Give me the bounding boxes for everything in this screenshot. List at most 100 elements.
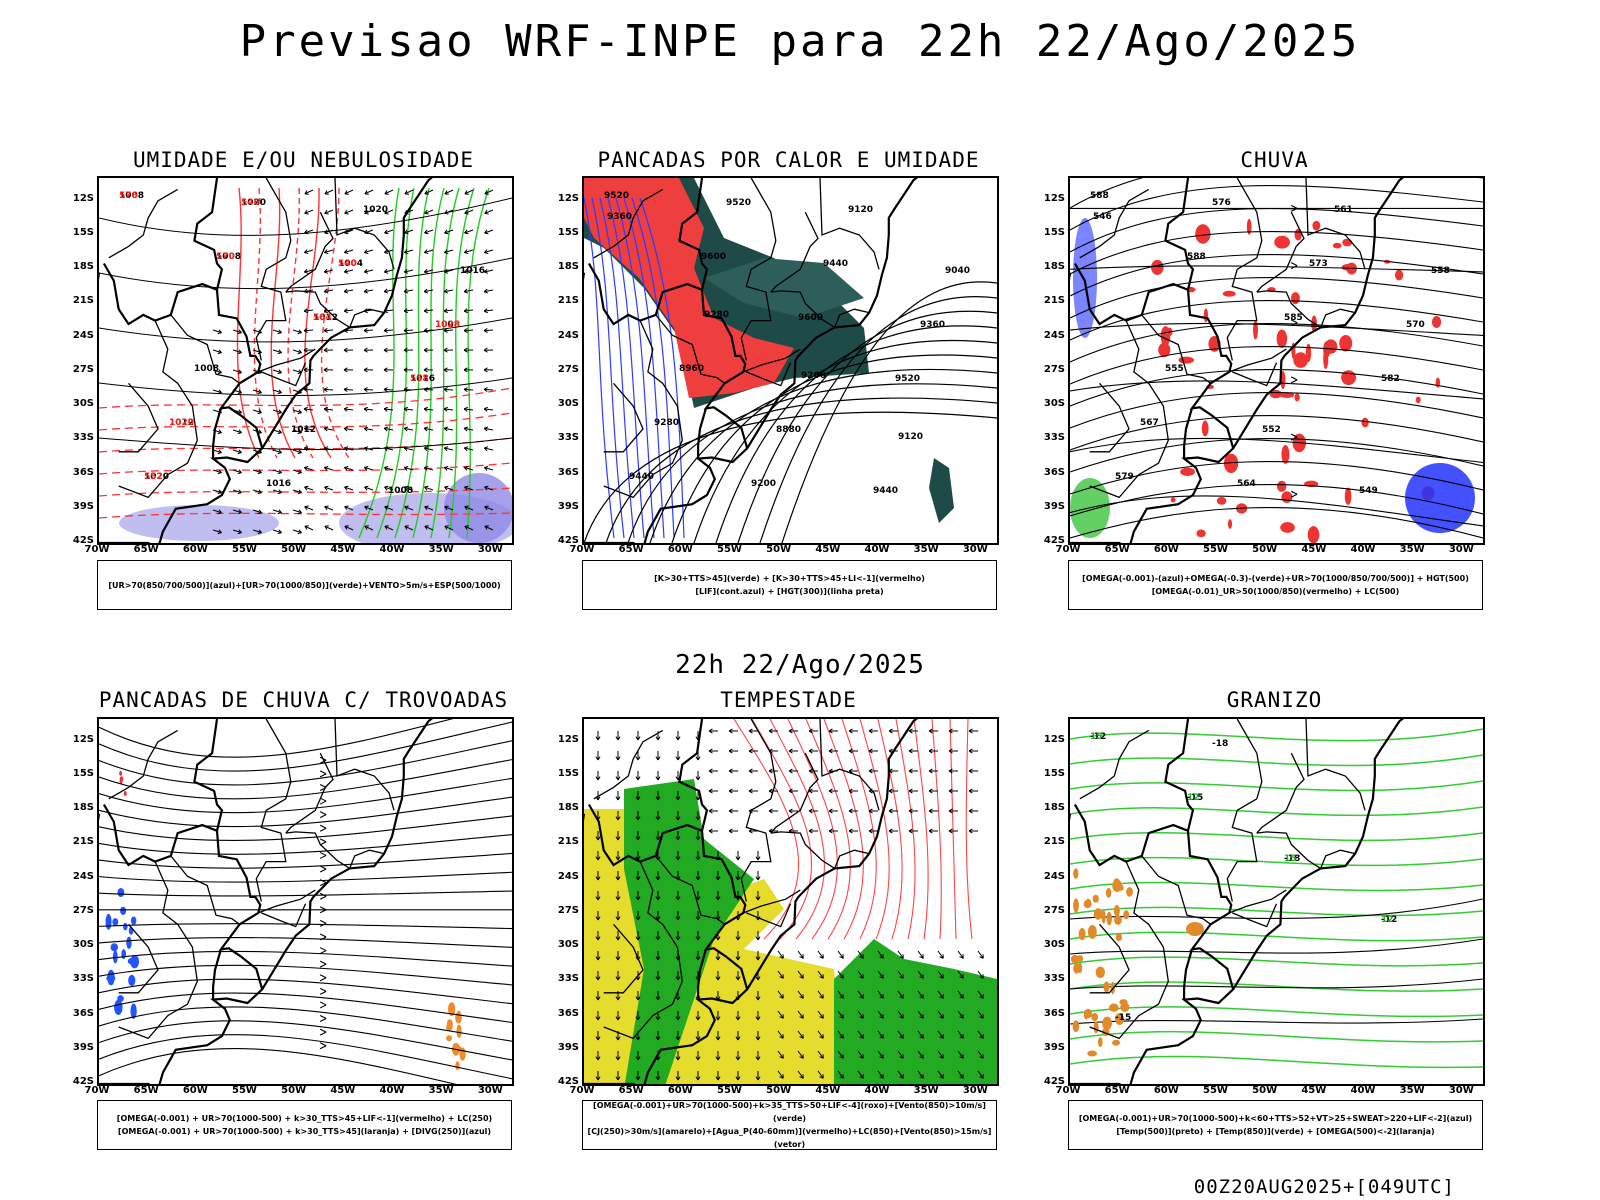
- orange-storm-cell: [447, 1002, 456, 1017]
- wind850-vector-head: [848, 768, 853, 774]
- wind-vector-head: [237, 469, 242, 475]
- map-canvas-pancadas-calor: 9520 9600 9600 9520 9440 9520 9440 9360 9280 9200…: [584, 178, 997, 543]
- wind850-vector-head: [928, 788, 933, 794]
- hgt300-contour: [693, 339, 997, 543]
- wind850-vector-head: [939, 1014, 944, 1019]
- lat-tick-label: 27S: [1043, 904, 1065, 916]
- wind850-vector-head: [655, 796, 661, 801]
- omega500-orange-cell: [1093, 908, 1103, 920]
- streamline-250: [99, 815, 512, 841]
- wind-vector: [484, 189, 494, 195]
- lat-tick-label: 12S: [557, 733, 579, 745]
- wind-vector: [444, 506, 454, 511]
- lon-tick-label: 70W: [1055, 1085, 1081, 1096]
- wind-vector: [383, 388, 394, 391]
- wind-vector-head: [237, 509, 242, 515]
- wind-vector-head: [443, 288, 449, 294]
- wind-vector: [272, 449, 282, 454]
- wind850-vector-head: [615, 1036, 621, 1041]
- wind850-vector-head: [779, 1054, 784, 1059]
- border-line: [700, 289, 749, 449]
- legend-line: [OMEGA(-0.001)+UR>70(1000-500)+k<60+TTS>…: [1078, 1114, 1473, 1123]
- wind850-vector-head: [755, 976, 761, 981]
- omega500-orange-cell: [1072, 1020, 1080, 1033]
- streamline-250: [99, 950, 512, 967]
- wind850-vector-head: [968, 748, 973, 754]
- wind-vector-head: [484, 190, 489, 195]
- wind-vector-head: [403, 406, 408, 412]
- wind850-vector-head: [839, 1054, 844, 1059]
- wind-vector-head: [344, 190, 349, 195]
- wind850-vector: [897, 1030, 904, 1039]
- legend-pancadas-calor: [K>30+TTS>45](verde) + [K>30+TTS>45+LI<-…: [582, 560, 997, 610]
- temp850-green: [1070, 728, 1483, 742]
- wind850-vector: [857, 1070, 864, 1079]
- wind-vector-head: [343, 446, 349, 452]
- rain-red-cell: [1269, 389, 1282, 399]
- wind850-vector-head: [879, 974, 884, 979]
- wind-vector: [292, 409, 302, 414]
- wind-vector-head: [443, 308, 448, 314]
- wind-vector-head: [364, 525, 369, 530]
- wind-vector-head: [423, 406, 428, 412]
- wind-vector-head: [323, 249, 329, 255]
- wind-vector: [304, 427, 314, 431]
- divg-blue-cell: [117, 887, 125, 898]
- wind850-vector-head: [868, 808, 873, 814]
- wind-vector-head: [383, 327, 388, 333]
- hgt300-contour: [627, 383, 997, 543]
- lon-tick-label: 50W: [281, 1085, 307, 1096]
- wind850-vector-head: [979, 954, 984, 959]
- divg-blue-cell: [112, 918, 119, 926]
- lon-tick-label: 60W: [667, 1085, 693, 1096]
- wind-vector: [232, 349, 242, 354]
- wind850-vector-head: [615, 976, 621, 981]
- lon-tick-label: 35W: [1399, 544, 1425, 555]
- wind-vector-head: [343, 465, 349, 471]
- wind-vector-head: [343, 406, 348, 412]
- red-storm-cell: [119, 778, 123, 784]
- wind-vector-head: [323, 327, 328, 333]
- lat-tick-label: 15S: [72, 227, 94, 239]
- pressure-label: 1020: [363, 205, 388, 215]
- wind-vector-head: [364, 505, 369, 511]
- valid-time-title: 22h 22/Ago/2025: [675, 650, 925, 680]
- temp500-label: -18: [1284, 854, 1300, 864]
- temp850-label: 12: [1381, 915, 1394, 925]
- wind-vector: [292, 489, 302, 494]
- wind850-vector-head: [779, 1014, 784, 1019]
- streamline-250-arrow: [319, 906, 327, 914]
- lon-tick-label: 40W: [864, 1085, 890, 1096]
- omega500-orange-cell: [1091, 1012, 1099, 1021]
- wind-vector: [384, 229, 394, 234]
- wind850-vector: [777, 970, 784, 979]
- hgt300-label: 9120: [848, 205, 873, 215]
- wind850-vector-head: [655, 736, 661, 741]
- wind850-vector-head: [779, 974, 784, 979]
- lon-tick-label: 65W: [133, 1085, 159, 1096]
- wind850-vector-head: [695, 856, 701, 861]
- map-tempestade: [582, 717, 999, 1086]
- border-line: [255, 178, 292, 361]
- hgt300-label: 9600: [798, 313, 823, 323]
- pressure-contour: [99, 257, 512, 290]
- streamline-250: [99, 871, 512, 883]
- hgt300-label: 9360: [920, 320, 945, 330]
- wind850-vector-head: [839, 974, 844, 979]
- wind-vector: [424, 447, 434, 451]
- rain-red-cell: [1178, 356, 1194, 364]
- temp850-green: [1070, 1055, 1483, 1069]
- lon-tick-label: 30W: [1448, 1085, 1474, 1096]
- wind-vector: [324, 229, 334, 234]
- wind-vector-head: [297, 489, 302, 495]
- wind-vector: [483, 388, 494, 391]
- wind-vector: [484, 249, 494, 254]
- border-line: [1089, 320, 1169, 499]
- wind-vector-head: [217, 349, 222, 355]
- thickness-label: 558: [410, 374, 429, 384]
- legend-line: [OMEGA(-0.01)_UR>50(1000/850)(vermelho) …: [1151, 587, 1400, 596]
- temp850-label: 12: [1187, 793, 1200, 803]
- wind850-vector-head: [788, 748, 793, 754]
- wind850-vector-head: [879, 954, 884, 959]
- lon-tick-label: 45W: [330, 1085, 356, 1096]
